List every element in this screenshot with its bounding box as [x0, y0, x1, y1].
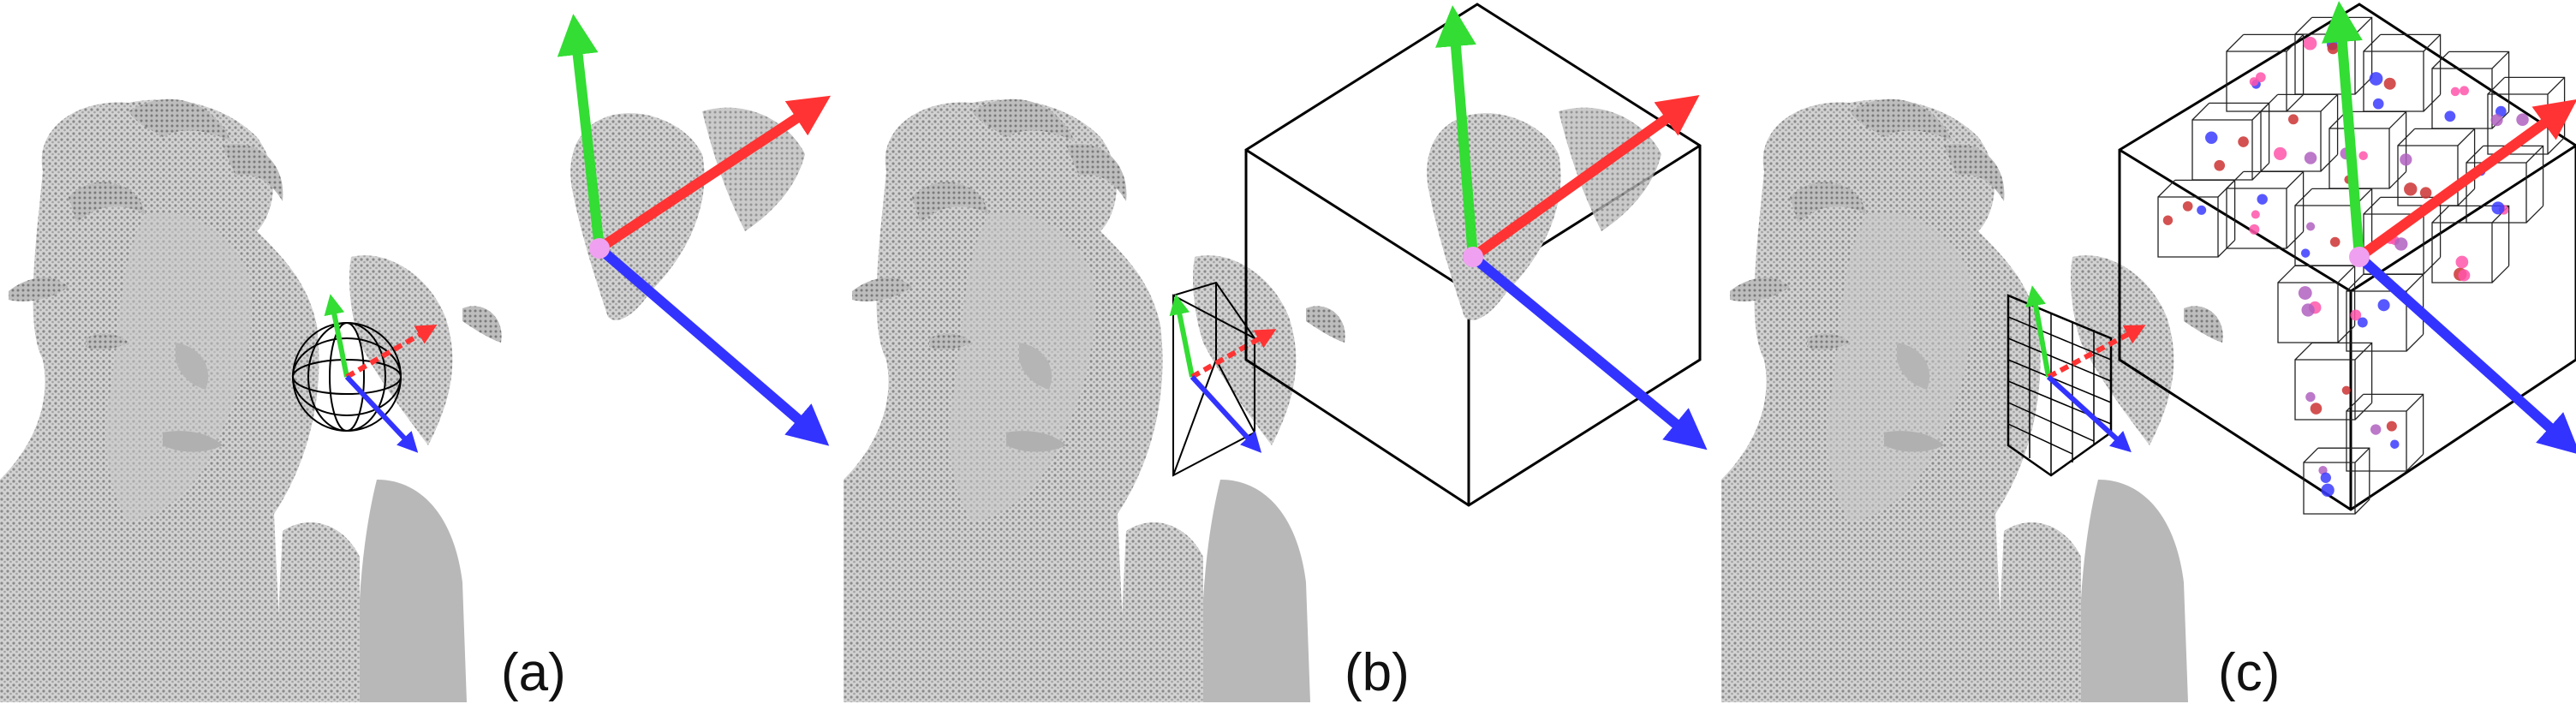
large-axes — [1435, 5, 1708, 450]
leaf-point — [2305, 222, 2316, 231]
leaf-point — [2370, 424, 2382, 435]
leaf-point — [2350, 309, 2362, 321]
leaf-point — [2394, 237, 2408, 251]
leaf-point — [2341, 385, 2351, 395]
leaf-point — [2197, 205, 2207, 215]
leaf-point — [2287, 114, 2299, 125]
small-axes — [324, 294, 438, 453]
leaf-point — [2495, 105, 2507, 117]
leaf-point — [2303, 36, 2317, 51]
leaf-point — [2249, 77, 2259, 87]
leaf-point — [2400, 153, 2412, 166]
octree-cell — [2363, 33, 2442, 112]
octree-cell — [2294, 342, 2373, 421]
octree-cell — [2226, 33, 2305, 112]
small-axes — [1169, 294, 1277, 453]
leaf-point — [2419, 187, 2432, 199]
octree-cells — [2157, 16, 2566, 515]
leaf-point — [2327, 42, 2339, 55]
leaf-point — [2182, 200, 2193, 212]
leaf-point — [2358, 151, 2368, 161]
leaf-point — [2458, 269, 2471, 282]
octree-cell — [2329, 110, 2407, 189]
leaf-point — [2214, 159, 2226, 171]
leaf-point — [2491, 201, 2505, 215]
panel-label-a: (a) — [501, 643, 566, 702]
leaf-point — [2249, 224, 2260, 235]
leaf-point — [2386, 421, 2397, 432]
leaf-point — [2251, 210, 2260, 219]
leaf-point — [2321, 483, 2334, 498]
leaf-point — [2404, 182, 2418, 196]
small-axes — [2025, 285, 2146, 453]
face-point-cloud — [844, 98, 1345, 703]
leaf-point — [2320, 472, 2331, 483]
leaf-point — [2162, 215, 2174, 225]
leaf-point — [2255, 72, 2266, 83]
leaf-point — [2300, 248, 2311, 258]
leaf-point — [2298, 286, 2312, 300]
leaf-point — [2377, 299, 2390, 312]
octree-cell — [2260, 93, 2339, 172]
leaf-point — [2304, 152, 2317, 164]
leaf-point — [2329, 236, 2340, 248]
octree-cell — [2191, 102, 2270, 181]
voxel-grid-small — [2007, 294, 2113, 477]
octree-cell — [2346, 273, 2424, 352]
leaf-point — [2301, 303, 2315, 317]
octree-cell — [2294, 16, 2373, 95]
leaf-point — [2369, 72, 2383, 86]
octree-cell — [2431, 205, 2510, 283]
leaf-point — [2238, 136, 2249, 147]
octree-cell — [2346, 393, 2424, 472]
panel-a — [0, 14, 832, 703]
face-point-cloud — [0, 98, 502, 703]
leaf-point — [2383, 77, 2396, 90]
octree-cell — [2487, 76, 2566, 155]
leaf-point — [2205, 131, 2218, 145]
panel-label-b: (b) — [1345, 643, 1410, 702]
leaf-point — [2455, 255, 2469, 269]
leaf-point — [2305, 391, 2316, 403]
large-axes — [557, 14, 832, 446]
leaf-point — [2357, 317, 2368, 328]
leaf-point — [2257, 194, 2268, 205]
leaf-point — [2460, 86, 2470, 96]
face-point-cloud — [1721, 98, 2223, 703]
sphere-neighborhood — [292, 322, 402, 432]
leaf-point — [2444, 110, 2456, 122]
leaf-point — [2274, 146, 2287, 160]
panel-label-c: (c) — [2218, 643, 2281, 702]
octree-cell — [2226, 170, 2305, 249]
leaf-point — [2390, 439, 2400, 449]
leaf-point — [2372, 98, 2384, 110]
leaf-point — [2310, 403, 2323, 415]
panel-c — [1721, 1, 2576, 703]
leaf-point — [2516, 113, 2529, 126]
octree-cell — [2303, 447, 2370, 515]
large-axes — [2321, 1, 2576, 456]
leaf-point — [2450, 87, 2460, 97]
panel-b — [844, 3, 1708, 703]
octree-cell — [2466, 145, 2544, 224]
octree-cell — [2431, 51, 2510, 129]
leaf-point — [2490, 114, 2503, 127]
